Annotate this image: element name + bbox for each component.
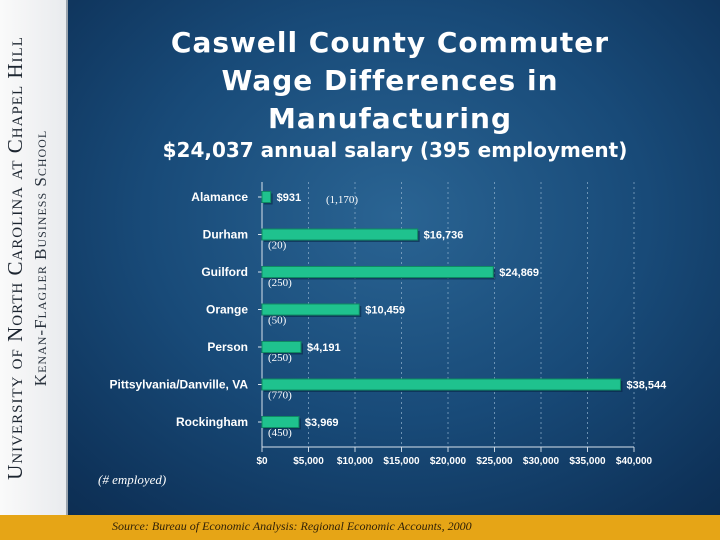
x-tick-label: $40,000	[616, 456, 653, 467]
value-label-rockingham: $3,969	[305, 417, 339, 429]
employment-label-rockingham: (450)	[268, 427, 292, 439]
x-tick-label: $25,000	[476, 456, 513, 467]
x-tick-label: $35,000	[569, 456, 606, 467]
x-tick-label: $5,000	[293, 456, 324, 467]
x-tick-label: $20,000	[430, 456, 467, 467]
value-label-pittsylvania-danville-va: $38,544	[626, 380, 667, 392]
employment-label-alamance: (1,170)	[326, 194, 358, 206]
bar-guilford	[261, 266, 494, 278]
bar-durham	[261, 228, 419, 241]
category-label-person: Person	[207, 340, 248, 354]
category-label-orange: Orange	[206, 303, 248, 317]
x-tick-label: $0	[256, 456, 268, 467]
slide-subtitle: $24,037 annual salary (395 employment)	[162, 138, 628, 162]
bar-person	[261, 341, 302, 353]
source-note: Source: Bureau of Economic Analysis: Reg…	[112, 519, 472, 533]
employed-note: (# employed)	[98, 472, 167, 487]
employment-label-pittsylvania-danville-va: (770)	[268, 390, 292, 402]
bar-alamance	[261, 191, 272, 203]
employment-label-guilford: (250)	[268, 277, 292, 289]
value-label-durham: $16,736	[424, 230, 464, 242]
category-label-durham: Durham	[203, 228, 248, 242]
university-sidebar: University of North Carolina at Chapel H…	[0, 0, 68, 515]
employment-label-durham: (20)	[268, 240, 287, 252]
x-tick-label: $15,000	[383, 456, 420, 467]
employment-label-orange: (50)	[268, 315, 287, 327]
value-label-orange: $10,459	[365, 305, 405, 317]
bar-rockingham	[261, 416, 300, 428]
bar-orange	[261, 303, 360, 316]
bar-pittsylvania-danville-va	[261, 378, 621, 391]
value-label-alamance: $931	[277, 192, 301, 204]
category-label-pittsylvania-danville-va: Pittsylvania/Danville, VA	[110, 378, 249, 392]
category-label-rockingham: Rockingham	[176, 415, 248, 429]
employment-label-person: (250)	[268, 352, 292, 364]
x-tick-label: $30,000	[523, 456, 560, 467]
value-label-guilford: $24,869	[499, 267, 539, 279]
bottom-bar	[0, 515, 720, 540]
x-tick-label: $10,000	[337, 456, 374, 467]
slide-title: Caswell County Commuter Wage Differences…	[170, 26, 610, 135]
value-label-person: $4,191	[307, 342, 341, 354]
category-label-guilford: Guilford	[201, 265, 248, 279]
category-label-alamance: Alamance	[191, 190, 248, 204]
